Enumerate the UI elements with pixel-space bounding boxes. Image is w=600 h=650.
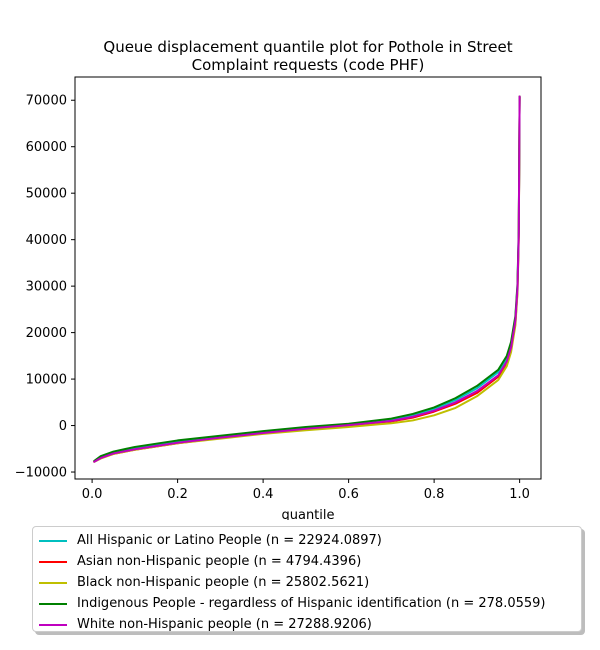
chart-title-line-2: Complaint requests (code PHF) [192, 56, 425, 74]
x-axis-label: quantile [281, 508, 334, 520]
y-tick-label-8: 70000 [26, 94, 67, 109]
legend-item-1: All Hispanic or Latino People (n = 22924… [39, 530, 581, 551]
legend-item-5: White non-Hispanic people (n = 27288.920… [39, 614, 581, 635]
y-tick-label-4: 30000 [26, 280, 67, 295]
legend-item-3: Black non-Hispanic people (n = 25802.562… [39, 572, 581, 593]
legend-label-2: Asian non-Hispanic people (n = 4794.4396… [77, 554, 362, 569]
plot-area: 0.0 0.2 0.4 0.6 0.8 1.0 −10000 0 10000 20000 30000… [15, 76, 542, 502]
legend-swatch-4 [39, 602, 67, 605]
y-tick-label-2: 10000 [26, 373, 67, 388]
series-line-4 [93, 95, 521, 462]
x-tick-label-0: 0.0 [82, 487, 103, 502]
legend-label-4: Indigenous People - regardless of Hispan… [77, 596, 546, 611]
legend-swatch-1 [39, 539, 67, 542]
quantile-chart: Queue displacement quantile plot for Pot… [15, 38, 542, 520]
y-tick-label-0: −10000 [15, 466, 67, 481]
legend-swatch-3 [39, 581, 67, 584]
y-tick-label-3: 20000 [26, 326, 67, 341]
y-tick-label-5: 40000 [26, 233, 67, 248]
y-tick-label-1: 0 [59, 419, 67, 434]
legend-label-1: All Hispanic or Latino People (n = 22924… [77, 533, 382, 548]
x-tick-label-5: 1.0 [509, 487, 530, 502]
legend-item-2: Asian non-Hispanic people (n = 4794.4396… [39, 551, 581, 572]
x-tick-label-1: 0.2 [167, 487, 188, 502]
plot-frame [74, 76, 542, 480]
legend-item-4: Indigenous People - regardless of Hispan… [39, 593, 581, 614]
legend-label-5: White non-Hispanic people (n = 27288.920… [77, 617, 372, 632]
legend-swatch-2 [39, 560, 67, 563]
series-line-5 [93, 95, 521, 463]
legend: All Hispanic or Latino People (n = 22924… [32, 526, 582, 632]
y-tick-label-7: 60000 [26, 140, 67, 155]
x-tick-label-3: 0.6 [338, 487, 359, 502]
y-tick-label-6: 50000 [26, 187, 67, 202]
x-tick-label-2: 0.4 [253, 487, 274, 502]
series-line-3 [93, 95, 521, 463]
x-tick-label-4: 0.8 [424, 487, 445, 502]
legend-label-3: Black non-Hispanic people (n = 25802.562… [77, 575, 370, 590]
legend-swatch-5 [39, 623, 67, 626]
chart-title-line-1: Queue displacement quantile plot for Pot… [103, 38, 512, 56]
